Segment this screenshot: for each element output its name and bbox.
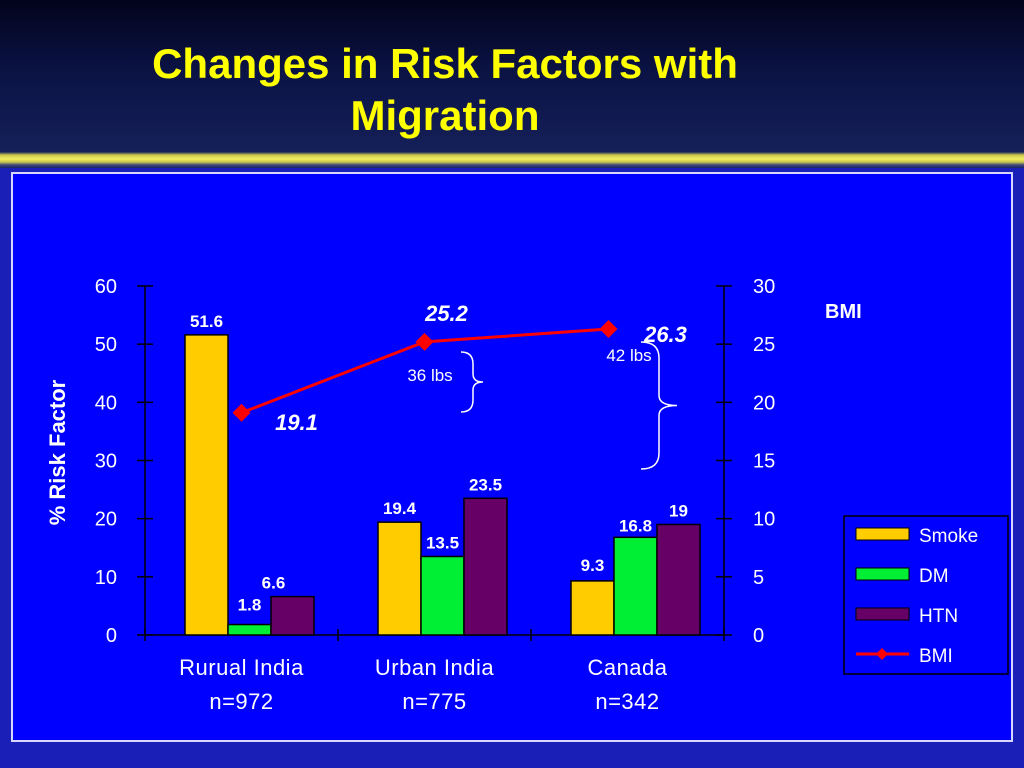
bmi-value-label: 26.3 [643, 322, 687, 347]
bmi-value-label: 25.2 [424, 301, 469, 326]
category-label: Urban India [375, 655, 495, 680]
category-sublabel: n=775 [402, 689, 466, 714]
bar-value-label: 19 [669, 501, 688, 520]
bar-dm [420, 555, 465, 636]
bar-smoke [377, 521, 422, 636]
bar-value-label: 16.8 [619, 516, 652, 535]
bar-value-label: 51.6 [190, 312, 223, 331]
legend-label-htn: HTN [919, 606, 958, 627]
y2-tick-label: 0 [753, 625, 764, 647]
bar-htn [656, 523, 701, 636]
category-sublabel: n=342 [595, 689, 659, 714]
bmi-marker [599, 320, 618, 339]
legend-swatch-htn [855, 607, 910, 621]
chart-panel: 0 10 20 30 40 50 60 0 5 10 15 20 25 30 51.6 1.8 6.6 19.4… [11, 172, 1013, 742]
y2-tick-label: 5 [753, 567, 764, 589]
bar-value-label: 23.5 [469, 475, 502, 494]
bar-value-label: 9.3 [581, 556, 605, 575]
bmi-marker [415, 332, 434, 351]
category-label: Rurual India [179, 655, 304, 680]
legend-label-bmi: BMI [919, 646, 953, 667]
y-tick-label: 20 [95, 509, 117, 531]
bar-dm [613, 536, 658, 636]
bar-value-label: 6.6 [262, 574, 286, 593]
y2-axis-title: BMI [825, 301, 862, 323]
slide-title: Changes in Risk Factors with Migration [152, 40, 738, 139]
bar-value-label: 13.5 [426, 533, 459, 552]
slide-header: Changes in Risk Factors with Migration [0, 0, 1024, 158]
brace-36-lbs [460, 351, 484, 413]
annotation-36-lbs: 36 lbs [407, 366, 452, 385]
y2-tick-label: 15 [753, 451, 775, 473]
bar-htn [270, 595, 315, 636]
bar-htn [463, 497, 508, 636]
legend: Smoke DM HTN BMI [843, 515, 1009, 675]
y-tick-label: 30 [95, 451, 117, 473]
title-divider-stripe [0, 152, 1024, 168]
category-sublabel: n=972 [209, 689, 273, 714]
risk-factor-chart: 0 10 20 30 40 50 60 0 5 10 15 20 25 30 51.6 1.86.6 19.4… [45, 276, 1009, 714]
y-tick-label: 60 [95, 276, 117, 298]
y2-tick-label: 30 [753, 276, 775, 298]
legend-label-dm: DM [919, 566, 949, 587]
legend-box [843, 515, 1009, 675]
y-tick-label: 40 [95, 392, 117, 414]
y-axis-title: % Risk Factor [45, 379, 70, 525]
bar-smoke [184, 334, 229, 636]
y2-tick-label: 25 [753, 334, 775, 356]
bar-value-label: 1.8 [238, 596, 262, 615]
bar-dm [227, 623, 272, 636]
bar-value-label: 19.4 [383, 499, 417, 518]
brace-42-lbs [640, 341, 678, 470]
y2-tick-label: 10 [753, 509, 775, 531]
legend-swatch-smoke [855, 527, 910, 541]
legend-swatch-bmi-marker [876, 648, 888, 660]
category-label: Canada [587, 655, 667, 680]
bar-smoke [570, 580, 615, 636]
y2-tick-label: 20 [753, 392, 775, 414]
y-tick-label: 0 [106, 625, 117, 647]
legend-label-smoke: Smoke [919, 526, 978, 547]
y-tick-label: 10 [95, 567, 117, 589]
bmi-value-label: 19.1 [275, 410, 318, 435]
y-tick-label: 50 [95, 334, 117, 356]
bmi-marker [232, 403, 251, 422]
legend-swatch-dm [855, 567, 910, 581]
annotation-42-lbs: 42 lbs [606, 346, 651, 365]
